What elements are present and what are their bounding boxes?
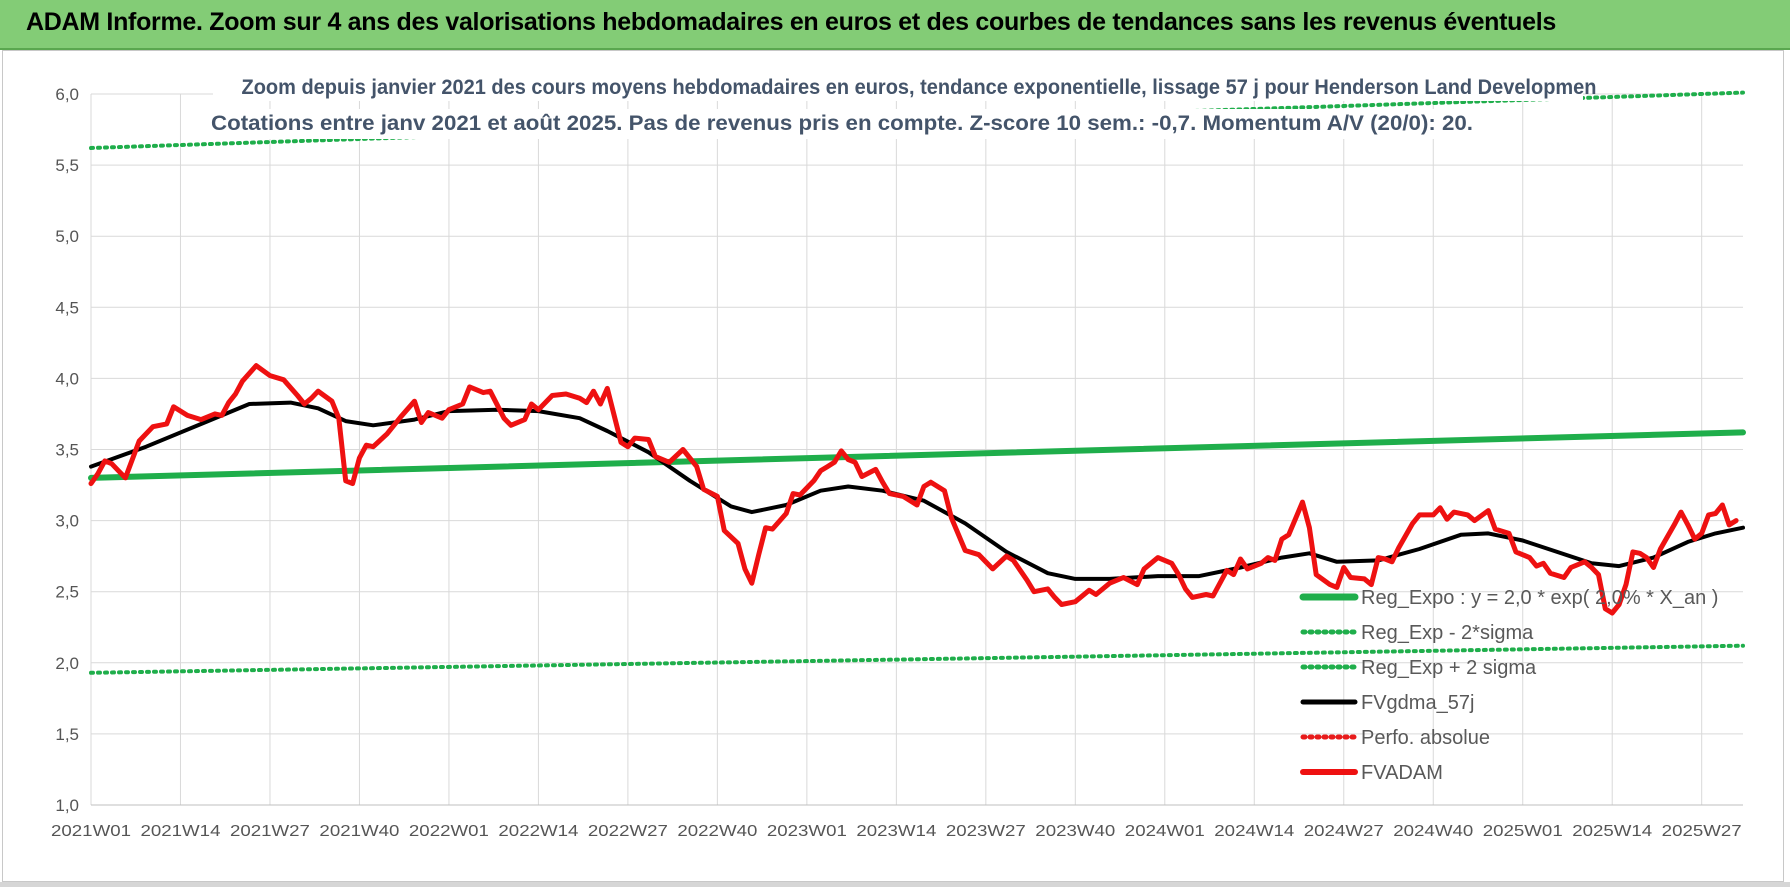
chart-area: 1,0 1,5 2,0 2,5 3,0 3,5 4,0 4,5 5,0 5,5 6,0 2021W01… [51, 71, 1746, 840]
series-line-1 [89, 643, 1745, 675]
x-tick-label: 2025W27 [1662, 823, 1742, 840]
series-line-5 [88, 363, 1739, 616]
x-tick-label: 2024W27 [1304, 823, 1384, 840]
y-tick-label: 5,0 [55, 227, 79, 246]
chart-frame: 1,0 1,5 2,0 2,5 3,0 3,5 4,0 4,5 5,0 5,5 6,0 2021W01… [2, 50, 1784, 882]
x-tick-label: 2024W40 [1393, 823, 1473, 840]
y-tick-label: 1,0 [55, 796, 79, 815]
legend-label-3: FVgdma_57j [1361, 692, 1474, 714]
legend-label-4: Perfo. absolue [1361, 727, 1490, 749]
x-tick-label: 2025W01 [1483, 823, 1563, 840]
header-banner: ADAM Informe. Zoom sur 4 ans des valoris… [0, 0, 1790, 50]
series-line-0 [88, 429, 1746, 481]
y-tick-label: 4,0 [55, 369, 79, 388]
x-tick-label: 2023W27 [946, 823, 1026, 840]
legend-label-5: FVADAM [1361, 762, 1443, 784]
y-tick-label: 1,5 [55, 725, 79, 744]
y-tick-label: 2,5 [55, 583, 79, 602]
legend-label-0: Reg_Expo : y = 2,0 * exp( 2,0% * X_an ) [1361, 587, 1718, 609]
x-tick-label: 2023W01 [767, 823, 847, 840]
page-title: ADAM Informe. Zoom sur 4 ans des valoris… [26, 8, 1556, 36]
x-tick-label: 2025W14 [1572, 823, 1652, 840]
x-tick-label: 2021W40 [319, 823, 399, 840]
y-tick-label: 2,0 [55, 654, 79, 673]
chart-title-line-1: Zoom depuis janvier 2021 des cours moyen… [242, 76, 1597, 99]
x-tick-label: 2022W01 [409, 823, 489, 840]
y-tick-label: 3,0 [55, 512, 79, 531]
x-tick-label: 2022W40 [677, 823, 757, 840]
legend-label-2: Reg_Exp + 2 sigma [1361, 657, 1537, 679]
y-tick-label: 6,0 [55, 85, 79, 104]
y-tick-label: 4,5 [55, 298, 79, 317]
y-tick-label: 3,5 [55, 441, 79, 460]
chart-title-line-2: Cotations entre janv 2021 et août 2025. … [211, 112, 1473, 135]
window-bottom-strip [0, 882, 1790, 887]
x-tick-label: 2021W14 [140, 823, 220, 840]
y-tick-label: 5,5 [55, 156, 79, 175]
x-tick-label: 2024W14 [1214, 823, 1294, 840]
x-tick-label: 2022W14 [498, 823, 578, 840]
x-tick-label: 2023W40 [1035, 823, 1115, 840]
x-tick-label: 2024W01 [1125, 823, 1205, 840]
legend-label-1: Reg_Exp - 2*sigma [1361, 622, 1534, 644]
x-tick-label: 2023W14 [856, 823, 936, 840]
x-tick-label: 2021W27 [230, 823, 310, 840]
chart-title-bg [203, 109, 1493, 139]
x-tick-label: 2021W01 [51, 823, 131, 840]
chart-title-bg [213, 71, 1583, 101]
x-tick-label: 2022W27 [588, 823, 668, 840]
